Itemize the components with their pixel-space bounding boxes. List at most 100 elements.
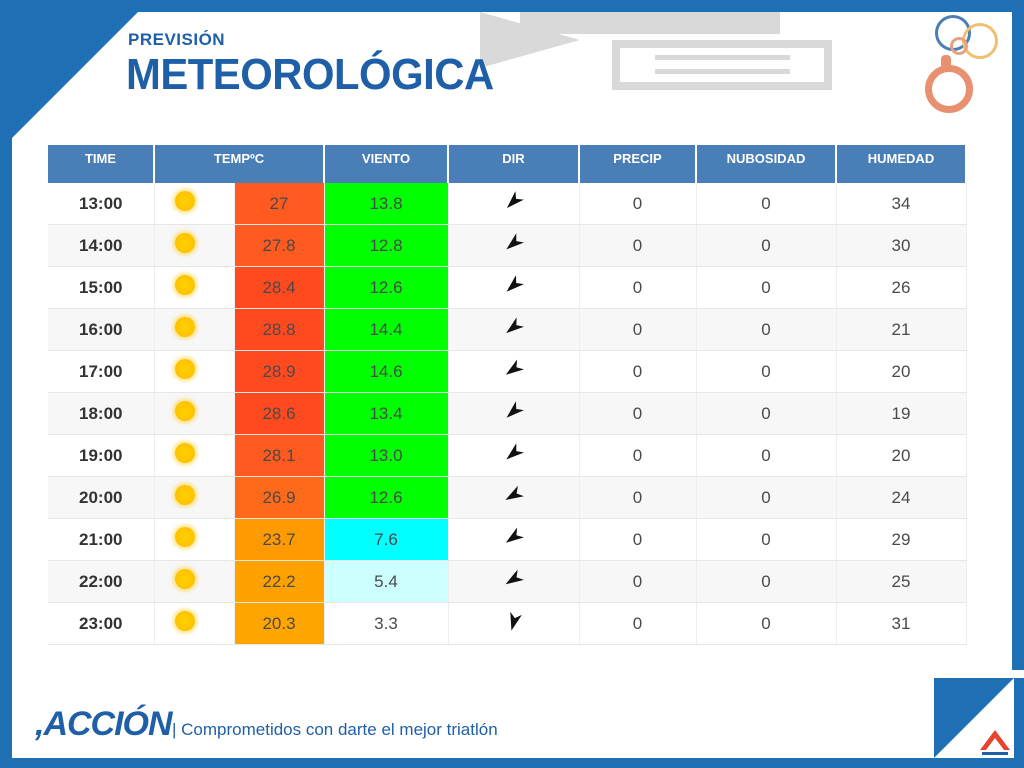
precip-cell: 0: [579, 392, 697, 435]
precip-cell: 0: [579, 560, 697, 603]
temperature-cell: 27.8: [234, 224, 325, 267]
precip-cell: 0: [579, 476, 697, 519]
column-header-time: TIME: [48, 145, 155, 183]
column-header-precip: PRECIP: [579, 145, 697, 183]
grey-lines-decoration: [655, 55, 790, 83]
weather-icon-cell: [154, 224, 235, 267]
time-cell: 17:00: [48, 350, 155, 393]
column-header-cloud: NUBOSIDAD: [696, 145, 837, 183]
table-row: 15:00 28.4 12.6 0 0 26: [48, 266, 967, 309]
wind-arrow-icon: [497, 268, 531, 302]
precip-cell: 0: [579, 183, 697, 225]
table-row: 18:00 28.6 13.4 0 0 19: [48, 392, 967, 435]
time-cell: 18:00: [48, 392, 155, 435]
wind-speed-cell: 12.6: [324, 266, 449, 309]
humidity-cell: 20: [836, 350, 967, 393]
temperature-cell: 26.9: [234, 476, 325, 519]
precip-cell: 0: [579, 602, 697, 645]
sun-icon: [174, 443, 195, 463]
sun-icon: [174, 401, 195, 421]
wind-speed-cell: 14.4: [324, 308, 449, 351]
column-header-humidity: HUMEDAD: [836, 145, 967, 183]
wind-speed-cell: 12.6: [324, 476, 449, 519]
title-previsión: PREVISIÓN: [128, 30, 226, 49]
table-row: 23:00 20.3 3.3 0 0 31: [48, 602, 967, 645]
weather-icon-cell: [154, 518, 235, 561]
weather-icon-cell: [154, 602, 235, 645]
cloud-cell: 0: [696, 392, 837, 435]
sun-icon: [174, 527, 195, 547]
wind-arrow-icon: [497, 184, 531, 218]
cloud-cell: 0: [696, 560, 837, 603]
time-cell: 23:00: [48, 602, 155, 645]
table-row: 19:00 28.1 13.0 0 0 20: [48, 434, 967, 477]
wind-arrow-icon: [497, 394, 531, 428]
table-row: 17:00 28.9 14.6 0 0 20: [48, 350, 967, 393]
page-title: METEOROLÓGICA: [126, 50, 494, 99]
wind-arrow-icon: [497, 226, 531, 260]
left-frame-band: [0, 95, 12, 768]
sun-icon: [174, 233, 195, 253]
wind-speed-cell: 3.3: [324, 602, 449, 645]
table-row: 16:00 28.8 14.4 0 0 21: [48, 308, 967, 351]
wind-arrow-icon: [497, 436, 531, 470]
table-row: 20:00 26.9 12.6 0 0 24: [48, 476, 967, 519]
wind-speed-cell: 13.0: [324, 434, 449, 477]
wind-arrow-icon: [497, 520, 530, 553]
humidity-cell: 25: [836, 560, 967, 603]
wind-speed-cell: 13.4: [324, 392, 449, 435]
wind-direction-cell: [448, 392, 580, 435]
wind-direction-cell: [448, 560, 580, 603]
time-cell: 15:00: [48, 266, 155, 309]
cloud-cell: 0: [696, 602, 837, 645]
weather-icon-cell: [154, 350, 235, 393]
sun-icon: [174, 611, 195, 631]
temperature-cell: 23.7: [234, 518, 325, 561]
wind-speed-cell: 12.8: [324, 224, 449, 267]
wind-arrow-icon: [497, 479, 530, 512]
column-header-dir: DIR: [448, 145, 580, 183]
cloud-cell: 0: [696, 350, 837, 393]
cloud-cell: 0: [696, 434, 837, 477]
cloud-cell: 0: [696, 224, 837, 267]
table-row: 21:00 23.7 7.6 0 0 29: [48, 518, 967, 561]
top-frame-band: [95, 0, 1024, 12]
humidity-cell: 26: [836, 266, 967, 309]
time-cell: 14:00: [48, 224, 155, 267]
footer-tagline: | Comprometidos con darte el mejor triat…: [172, 720, 498, 739]
sun-icon: [174, 275, 195, 295]
wind-direction-cell: [448, 518, 580, 561]
table-row: 14:00 27.8 12.8 0 0 30: [48, 224, 967, 267]
precip-cell: 0: [579, 224, 697, 267]
wind-direction-cell: [448, 266, 580, 309]
sun-icon: [174, 317, 195, 337]
humidity-cell: 29: [836, 518, 967, 561]
weather-icon-cell: [154, 266, 235, 309]
grey-bar-decoration: [520, 12, 780, 34]
precip-cell: 0: [579, 434, 697, 477]
wind-direction-cell: [448, 308, 580, 351]
temperature-cell: 20.3: [234, 602, 325, 645]
humidity-cell: 31: [836, 602, 967, 645]
corner-decoration: [0, 0, 150, 150]
wind-direction-cell: [448, 224, 580, 267]
wind-speed-cell: 14.6: [324, 350, 449, 393]
precip-cell: 0: [579, 308, 697, 351]
cloud-cell: 0: [696, 308, 837, 351]
wind-direction-cell: [448, 602, 580, 645]
wind-arrow-icon: [497, 310, 531, 344]
humidity-cell: 30: [836, 224, 967, 267]
temperature-cell: 28.4: [234, 266, 325, 309]
temperature-cell: 28.9: [234, 350, 325, 393]
sun-icon: [174, 485, 195, 505]
cloud-cell: 0: [696, 518, 837, 561]
wind-direction-cell: [448, 350, 580, 393]
wind-direction-cell: [448, 476, 580, 519]
sun-icon: [174, 359, 195, 379]
cloud-cell: 0: [696, 476, 837, 519]
weather-icon-cell: [154, 183, 235, 225]
table-row: 13:00 27 13.8 0 0 34: [48, 183, 967, 225]
column-header-temp: TEMPºC: [154, 145, 325, 183]
time-cell: 13:00: [48, 183, 155, 225]
sun-icon: [174, 569, 195, 589]
